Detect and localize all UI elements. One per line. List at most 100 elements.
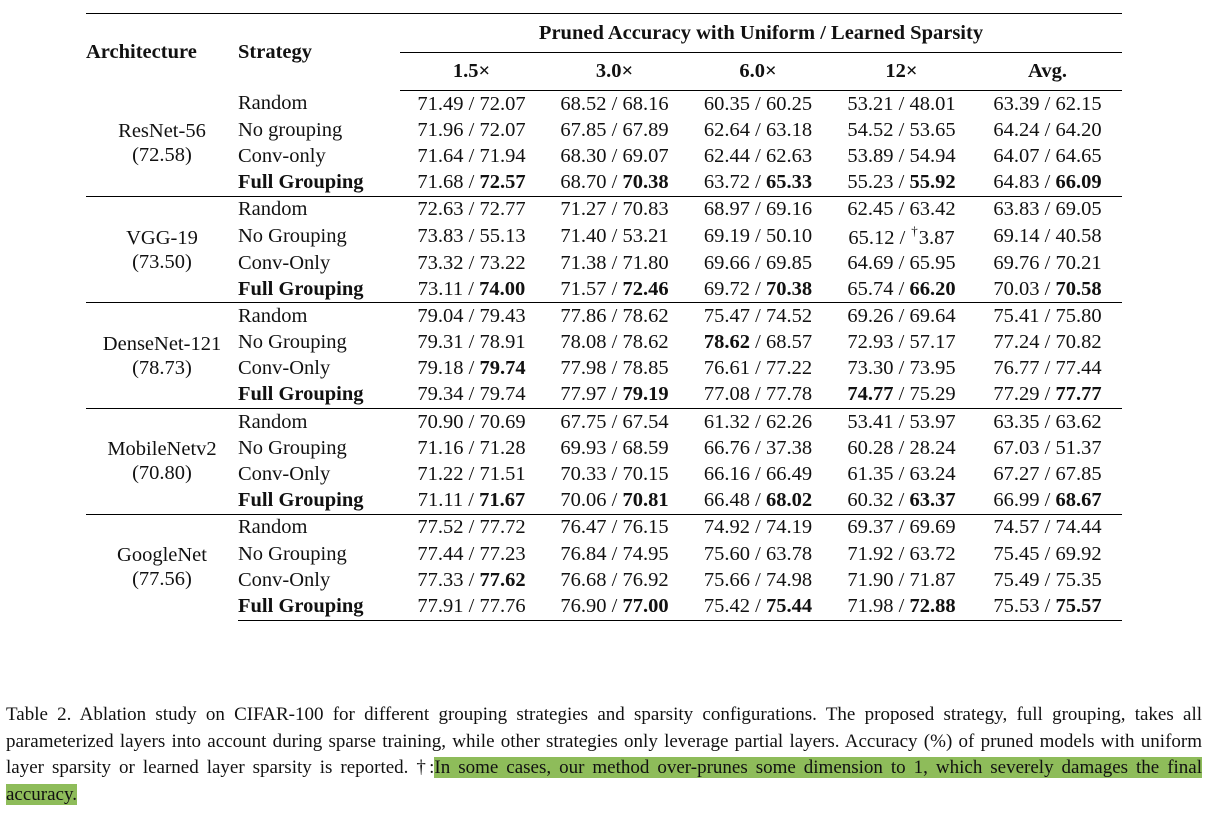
strategy-cell: Conv-Only [238, 357, 331, 380]
arch-name: GoogleNet [117, 544, 207, 567]
value-cell: 75.47 / 74.52 [686, 302, 830, 330]
value-cell: 65.74 / 66.20 [847, 277, 956, 300]
value-cell: 71.27 / 70.83 [543, 195, 686, 223]
value-cell: 78.62 / 68.57 [703, 331, 813, 354]
strategy-cell: Full Grouping [238, 277, 364, 300]
value-cell: 74.77 / 75.29 [847, 383, 956, 406]
table-row: Conv-Only 79.18 / 79.74 77.98 / 78.85 76… [86, 356, 1122, 382]
value-cell: 71.22 / 71.51 [417, 463, 526, 486]
strategy-cell: No Grouping [238, 542, 347, 565]
header-col-avg: Avg. [973, 52, 1123, 91]
strategy-cell: Random [238, 408, 400, 436]
strategy-cell: Full Grouping [238, 489, 364, 512]
table-row: Full Grouping 77.91 / 77.76 76.90 / 77.0… [86, 593, 1123, 621]
header-pruned-accuracy: Pruned Accuracy with Uniform / Learned S… [400, 13, 1123, 53]
table-row: No Grouping 73.83 / 55.13 71.40 / 53.21 … [86, 223, 1122, 250]
value-cell: 75.41 / 75.80 [973, 302, 1123, 330]
arch-baseline: (70.80) [132, 462, 192, 485]
value-cell: 77.29 / 77.77 [993, 383, 1102, 406]
strategy-cell: Full Grouping [238, 593, 400, 621]
value-cell: 71.64 / 71.94 [417, 144, 526, 167]
header-col-3-0x: 3.0× [543, 52, 686, 91]
header-architecture: Architecture [86, 13, 238, 91]
value-cell: 76.61 / 77.22 [703, 357, 813, 380]
value-cell: 63.39 / 62.15 [993, 92, 1102, 115]
value-cell: 73.11 / 74.00 [417, 277, 526, 300]
strategy-cell: Conv-Only [238, 463, 331, 486]
value-cell: 70.33 / 70.15 [560, 463, 669, 486]
value-cell: 53.21 / 48.01 [847, 92, 956, 115]
value-cell: 78.08 / 78.62 [560, 331, 669, 354]
table-row: Conv-Only 73.32 / 73.22 71.38 / 71.80 69… [86, 250, 1122, 276]
strategy-cell: Conv-only [238, 144, 326, 167]
table-row: DenseNet-121 (78.73) Random 79.04 / 79.43… [86, 302, 1123, 409]
arch-cell: VGG-19 (73.50) [86, 195, 238, 303]
table-row: MobileNetv2 (70.80) Random 70.90 / 70.69 … [86, 408, 1123, 515]
value-cell: 64.69 / 65.95 [847, 251, 956, 274]
value-cell: 71.96 / 72.07 [417, 118, 526, 141]
value-cell: 71.40 / 53.21 [560, 224, 669, 247]
value-cell: 69.37 / 69.69 [830, 513, 973, 541]
value-cell: 69.26 / 69.64 [830, 302, 973, 330]
value-cell: 62.44 / 62.63 [703, 144, 813, 167]
value-cell: 76.84 / 74.95 [560, 542, 669, 565]
value-cell: 67.03 / 51.37 [993, 436, 1102, 459]
arch-cell: MobileNetv2 (70.80) [86, 408, 238, 515]
value-cell: 68.97 / 69.16 [686, 195, 830, 223]
strategy-cell: Conv-Only [238, 251, 331, 274]
value-cell: 71.68 / 72.57 [417, 171, 526, 194]
strategy-cell: Random [238, 513, 400, 541]
value-cell: 68.30 / 69.07 [560, 144, 669, 167]
strategy-cell: Random [238, 195, 400, 223]
value-cell: 77.97 / 79.19 [560, 383, 669, 406]
value-cell: 77.08 / 77.78 [703, 383, 813, 406]
value-cell: 77.33 / 77.62 [417, 568, 526, 591]
table-row: Full Grouping 79.34 / 79.74 77.97 / 79.1… [86, 382, 1122, 409]
table-row: No Grouping 79.31 / 78.91 78.08 / 78.62 … [86, 330, 1122, 356]
value-cell: 67.75 / 67.54 [543, 408, 686, 436]
strategy-cell: No Grouping [238, 224, 347, 247]
value-cell: 68.52 / 68.16 [560, 92, 669, 115]
value-cell: 73.83 / 55.13 [417, 224, 526, 247]
table-row: No Grouping 71.16 / 71.28 69.93 / 68.59 … [86, 435, 1122, 461]
group-mobilenetv2: MobileNetv2 (70.80) Random 70.90 / 70.69 … [86, 408, 1123, 515]
value-cell: 69.66 / 69.85 [703, 251, 813, 274]
value-cell: 66.48 / 68.02 [703, 489, 813, 512]
arch-name: DenseNet-121 [102, 332, 222, 355]
arch-baseline: (72.58) [132, 144, 192, 167]
value-cell: 76.90 / 77.00 [543, 593, 686, 621]
value-cell: 67.27 / 67.85 [993, 463, 1102, 486]
value-cell: 60.28 / 28.24 [847, 436, 956, 459]
value-cell: 76.68 / 76.92 [560, 568, 669, 591]
strategy-cell: No Grouping [238, 331, 347, 354]
value-cell: 66.99 / 68.67 [993, 489, 1102, 512]
value-cell: 64.83 / 66.09 [993, 171, 1102, 194]
value-cell: 73.30 / 73.95 [847, 357, 956, 380]
value-cell: 71.11 / 71.67 [417, 489, 526, 512]
value-cell: 71.90 / 71.87 [847, 568, 956, 591]
value-cell: 60.35 / 60.25 [703, 92, 813, 115]
value-cell: 62.45 / 63.42 [830, 195, 973, 223]
value-cell: 53.89 / 54.94 [847, 144, 956, 167]
value-cell: 55.23 / 55.92 [847, 171, 956, 194]
value-cell: 72.93 / 57.17 [847, 331, 956, 354]
value-cell: 53.41 / 53.97 [830, 408, 973, 436]
arch-baseline: (77.56) [132, 568, 192, 591]
arch-name: ResNet-56 [118, 120, 206, 143]
arch-cell: ResNet-56 (72.58) [86, 91, 238, 197]
table-row: No Grouping 77.44 / 77.23 76.84 / 74.95 … [86, 541, 1122, 567]
strategy-cell: Full Grouping [238, 171, 364, 194]
value-cell: 61.32 / 62.26 [686, 408, 830, 436]
header-strategy: Strategy [238, 13, 400, 91]
value-cell: 69.93 / 68.59 [560, 436, 669, 459]
value-cell: 64.07 / 64.65 [993, 144, 1102, 167]
group-vgg-19: VGG-19 (73.50) Random 72.63 / 72.77 71.27… [86, 195, 1123, 303]
table-row: Conv-Only 77.33 / 77.62 76.68 / 76.92 75… [86, 567, 1122, 593]
table-row: Full Grouping 71.11 / 71.67 70.06 / 70.8… [86, 488, 1122, 515]
value-cell: 73.32 / 73.22 [417, 251, 526, 274]
value-cell: 69.76 / 70.21 [993, 251, 1102, 274]
value-cell: 70.90 / 70.69 [400, 408, 543, 436]
value-cell: 62.64 / 63.18 [703, 118, 813, 141]
table-row: ResNet-56 (72.58) Random 71.49 / 72.07 68… [86, 91, 1122, 166]
value-cell: 75.66 / 74.98 [703, 568, 813, 591]
